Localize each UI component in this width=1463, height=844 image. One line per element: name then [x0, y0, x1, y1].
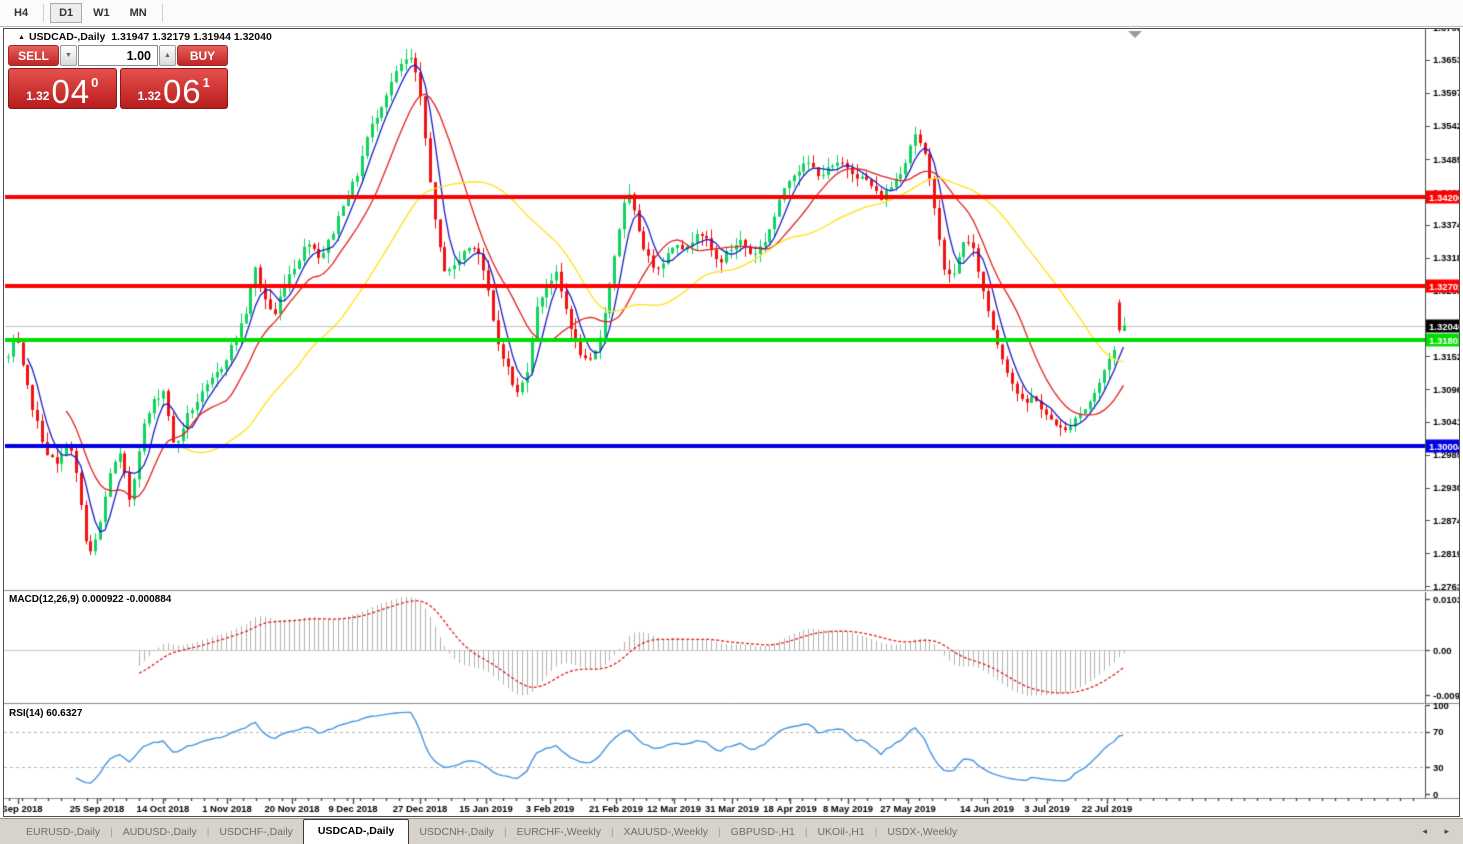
collapse-triangle-icon[interactable]: ▲ — [18, 34, 25, 41]
chart-tab-bar: ◂ ▸ EURUSD-,Daily | AUDUSD-,Daily | USDCHF-,… — [0, 818, 1463, 844]
tab-separator: | — [611, 827, 614, 838]
macd-indicator-label: MACD(12,26,9) 0.000922 -0.000884 — [9, 594, 172, 605]
toolbar-separator — [161, 4, 163, 22]
timeframe-button-w1[interactable]: W1 — [84, 3, 119, 23]
tab-eurusd-daily[interactable]: EURUSD-,Daily — [26, 826, 101, 838]
buy-price-big: 06 — [162, 72, 202, 110]
tab-separator: | — [110, 827, 113, 838]
volume-decrease-button[interactable]: ▼ — [60, 45, 77, 66]
volume-increase-button[interactable]: ▲ — [159, 45, 176, 66]
tab-separator: | — [718, 827, 721, 838]
tab-usdchf-daily[interactable]: USDCHF-,Daily — [219, 826, 293, 838]
one-click-trading-panel: SELL ▼ ▲ BUY 1.32 04 0 1.32 06 1 — [8, 45, 228, 109]
buy-price-sup: 1 — [202, 75, 210, 90]
tab-usdcad-daily[interactable]: USDCAD-,Daily — [302, 819, 410, 844]
chart-symbol-header: ▲ USDCAD-,Daily 1.31947 1.32179 1.31944 1… — [18, 31, 272, 43]
toolbar-separator — [43, 4, 45, 22]
buy-price-box[interactable]: 1.32 06 1 — [119, 68, 228, 110]
tab-separator: | — [206, 827, 210, 838]
tab-separator: | — [804, 827, 808, 838]
timeframe-button-mn[interactable]: MN — [121, 3, 156, 23]
tab-usdcnh-daily[interactable]: USDCNH-,Daily — [419, 826, 495, 838]
timeframe-button-d1[interactable]: D1 — [50, 3, 83, 23]
timeframe-button-h4[interactable]: H4 — [5, 3, 37, 23]
tab-xauusd-weekly[interactable]: XAUUSD-,Weekly — [623, 826, 709, 838]
sell-price-big: 04 — [51, 72, 91, 110]
volume-input[interactable] — [78, 45, 158, 66]
sell-price-sup: 0 — [91, 75, 99, 90]
tab-gbpusd-h1[interactable]: GBPUSD-,H1 — [730, 826, 795, 838]
sell-button[interactable]: SELL — [8, 45, 59, 66]
tab-usdx-weekly[interactable]: USDX-,Weekly — [887, 826, 958, 838]
tab-eurchf-weekly[interactable]: EURCHF-,Weekly — [516, 826, 602, 838]
chart-window: ▲ USDCAD-,Daily 1.31947 1.32179 1.31944 1… — [3, 28, 1460, 817]
tab-ukoil-h1[interactable]: UKOil-,H1 — [817, 826, 865, 838]
tab-scroll-right-icon[interactable]: ▸ — [1444, 826, 1449, 836]
tab-audusd-daily[interactable]: AUDUSD-,Daily — [122, 826, 197, 838]
buy-price-prefix: 1.32 — [137, 89, 161, 103]
tab-separator: | — [874, 827, 878, 838]
sell-price-prefix: 1.32 — [26, 89, 50, 103]
rsi-indicator-label: RSI(14) 60.6327 — [9, 708, 83, 719]
tab-scroll-left-icon[interactable]: ◂ — [1422, 826, 1427, 836]
timeframe-toolbar: H4 D1 W1 MN — [0, 0, 1463, 27]
chart-symbol-label: USDCAD-,Daily — [28, 31, 106, 43]
price-chart-canvas[interactable] — [4, 29, 1459, 816]
tab-separator: | — [504, 827, 507, 838]
sell-price-box[interactable]: 1.32 04 0 — [8, 68, 117, 109]
buy-button[interactable]: BUY — [177, 45, 228, 66]
chart-ohlc-quote: 1.31947 1.32179 1.31944 1.32040 — [111, 31, 272, 43]
